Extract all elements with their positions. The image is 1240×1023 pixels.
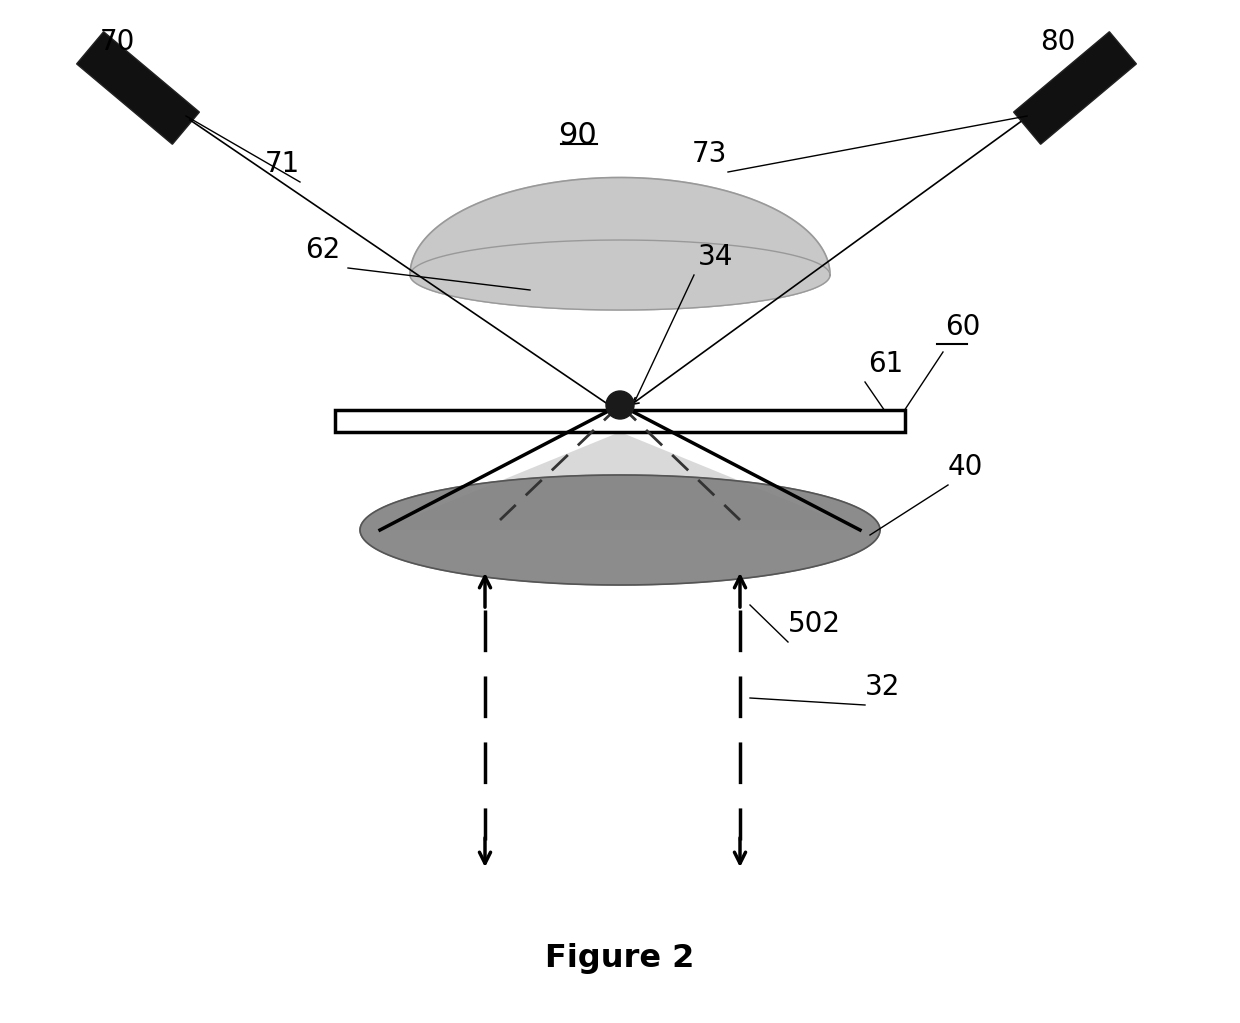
Text: 73: 73 <box>692 140 728 168</box>
Text: 80: 80 <box>1040 28 1075 56</box>
Polygon shape <box>335 410 905 432</box>
Text: 62: 62 <box>305 236 340 264</box>
Text: 90: 90 <box>559 121 598 149</box>
Text: 32: 32 <box>866 673 900 701</box>
Text: 61: 61 <box>868 350 903 379</box>
Polygon shape <box>410 178 830 310</box>
Text: 502: 502 <box>787 610 841 638</box>
Text: 34: 34 <box>698 243 733 271</box>
Polygon shape <box>379 432 861 530</box>
Text: 70: 70 <box>99 28 135 56</box>
Polygon shape <box>410 240 830 310</box>
Circle shape <box>606 391 634 419</box>
Text: 71: 71 <box>265 150 300 178</box>
Bar <box>77 32 200 144</box>
Text: 40: 40 <box>949 453 983 481</box>
Polygon shape <box>360 475 880 585</box>
Text: 60: 60 <box>945 313 981 341</box>
Text: Figure 2: Figure 2 <box>546 942 694 974</box>
Bar <box>1013 32 1136 144</box>
